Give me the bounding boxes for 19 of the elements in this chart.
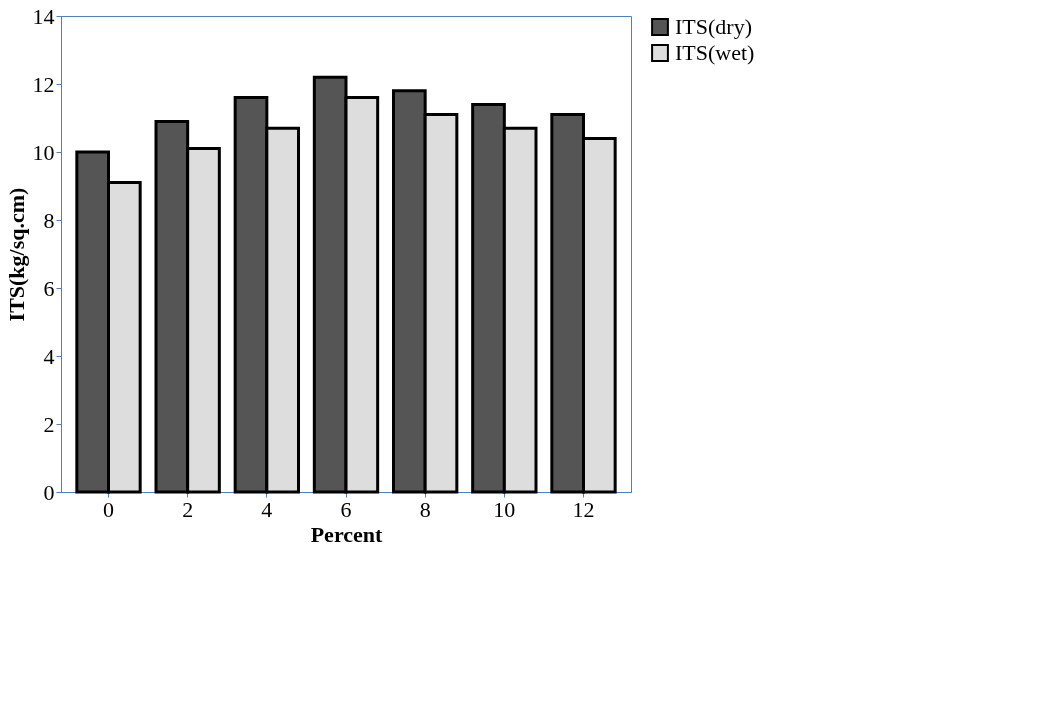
x-axis-title: Percent xyxy=(310,521,383,547)
x-tick-label: 2 xyxy=(182,496,194,522)
legend-label: ITS(wet) xyxy=(675,40,755,65)
x-tick-label: 4 xyxy=(261,496,273,522)
y-tick-label: 6 xyxy=(43,275,55,301)
legend-label: ITS(dry) xyxy=(675,14,752,39)
x-tick-label: 12 xyxy=(572,496,595,522)
y-tick-label: 4 xyxy=(43,343,55,369)
x-tick-label: 10 xyxy=(493,496,516,522)
y-tick-label: 10 xyxy=(32,139,55,165)
y-tick-label: 0 xyxy=(43,479,55,505)
y-tick-label: 14 xyxy=(32,3,55,29)
x-tick-label: 0 xyxy=(103,496,114,522)
y-tick-label: 8 xyxy=(43,207,55,233)
x-tick-label: 8 xyxy=(419,496,431,522)
x-tick-label: 6 xyxy=(340,496,352,522)
y-axis-title: ITS(kg/sq.cm) xyxy=(3,187,29,322)
y-tick-label: 12 xyxy=(32,71,55,97)
y-tick-label: 2 xyxy=(43,411,55,437)
